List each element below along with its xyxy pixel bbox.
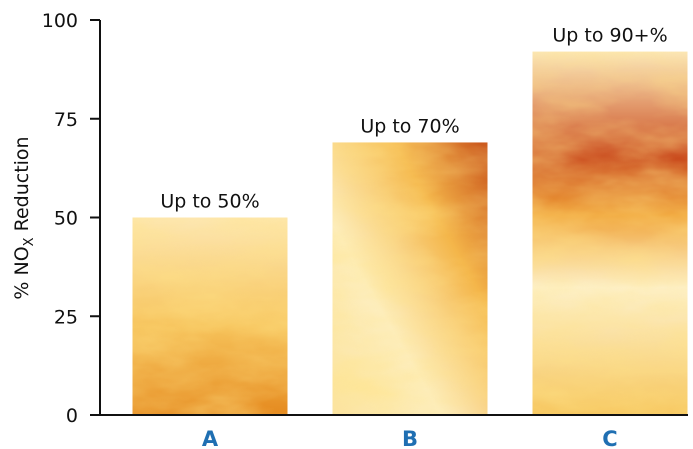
y-axis-label-suffix: Reduction	[11, 136, 33, 237]
bars-layer	[132, 51, 688, 415]
data-label-b: Up to 70%	[360, 115, 459, 137]
y-tick-label: 50	[54, 208, 78, 230]
bar-c	[532, 51, 688, 415]
y-tick-label: 100	[42, 10, 78, 32]
bar-a	[132, 217, 288, 415]
category-label-c: C	[602, 427, 617, 449]
category-label-b: B	[402, 427, 418, 449]
y-axis-label-subscript: X	[22, 237, 37, 246]
category-label-a: A	[202, 427, 219, 449]
data-label-a: Up to 50%	[160, 191, 259, 213]
bar-texture	[132, 217, 288, 415]
bar-texture	[332, 142, 488, 415]
y-tick-label: 25	[54, 306, 78, 328]
y-tick-label: 0	[66, 405, 78, 427]
y-axis-label: % NOX Reduction	[11, 136, 37, 299]
data-label-c: Up to 90+%	[552, 25, 667, 47]
axes-layer: 0 25 50 75 100 % NOX Reduction	[11, 10, 688, 427]
data-labels-layer: Up to 50% A Up to 70% B Up to 90+% C	[160, 25, 667, 449]
bar-texture	[532, 51, 688, 415]
y-tick-label: 75	[54, 109, 78, 131]
bar-b	[332, 142, 488, 415]
y-axis-label-prefix: % NO	[11, 246, 33, 299]
